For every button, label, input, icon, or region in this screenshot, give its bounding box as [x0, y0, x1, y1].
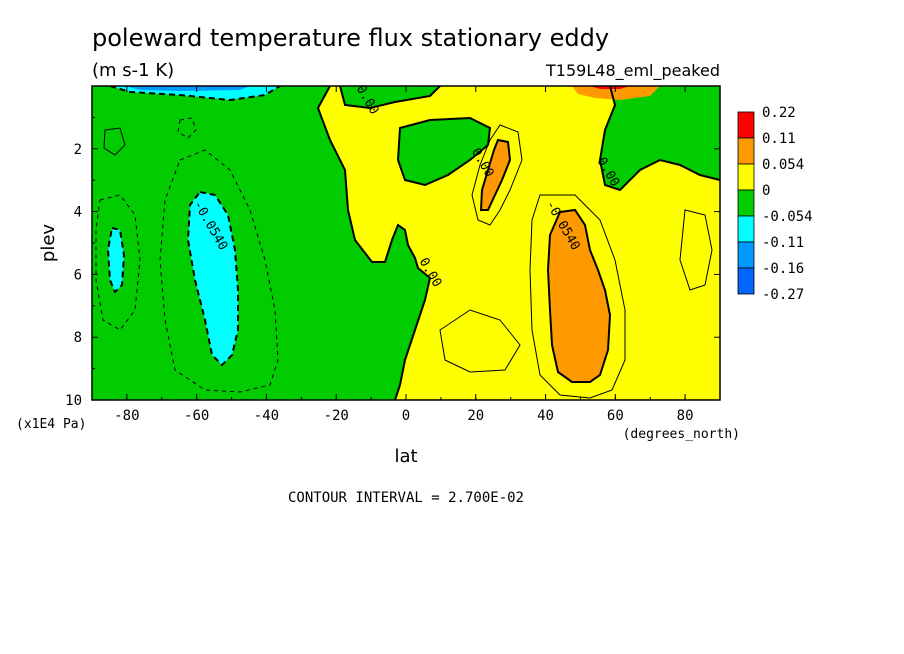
positive-contours	[479, 138, 612, 383]
y-tick-label: 6	[74, 267, 82, 283]
colorbar-swatch	[737, 163, 755, 191]
colorbar-label: 0.054	[762, 157, 804, 173]
colorbar-label: 0.22	[762, 105, 796, 121]
colorbar-label: -0.054	[762, 209, 813, 225]
zero-contours	[316, 86, 720, 400]
colorbar-label: -0.16	[762, 261, 804, 277]
x-axis-label: lat	[394, 446, 417, 467]
negative-contours	[106, 86, 281, 367]
x-tick-label: -20	[324, 408, 349, 424]
x-axis: -80 -60 -40 -20 0 20 40 60 80	[91, 86, 721, 424]
y-tick-label: 4	[74, 205, 82, 221]
region-negative-south	[92, 86, 430, 400]
colorbar-swatch	[737, 189, 755, 217]
x-tick-label: 60	[607, 408, 624, 424]
region-negative-nh-mid	[398, 118, 490, 185]
contour-field	[92, 86, 720, 400]
colorbar-label: -0.11	[762, 235, 804, 251]
region-negative-nh-high	[600, 86, 720, 190]
x-axis-units: (degrees_north)	[623, 427, 740, 442]
contour-interval: CONTOUR INTERVAL = 2.700E-02	[288, 490, 524, 506]
y-tick-label: 2	[74, 142, 82, 158]
colorbar-swatch	[737, 111, 755, 139]
x-tick-label: 40	[537, 408, 554, 424]
region-orange-small	[481, 140, 510, 210]
y-axis-units: (x1E4 Pa)	[16, 417, 86, 432]
colorbar: 0.22 0.11 0.054 0 -0.054 -0.11 -0.16 -0.27	[737, 105, 813, 303]
region-orange-main	[548, 210, 610, 382]
x-tick-label: -60	[184, 408, 209, 424]
x-tick-label: 80	[677, 408, 694, 424]
region-negative-top-mid	[340, 86, 440, 108]
colorbar-swatch	[737, 267, 755, 295]
colorbar-swatch	[737, 241, 755, 269]
thin-negative-contours	[95, 117, 279, 393]
colorbar-label: 0	[762, 183, 770, 199]
colorbar-label: 0.11	[762, 131, 796, 147]
run-label: T159L48_eml_peaked	[545, 61, 720, 81]
x-tick-label: 0	[402, 408, 410, 424]
x-tick-label: 20	[467, 408, 484, 424]
units-label: (m s-1 K)	[92, 60, 174, 81]
y-tick-label: 8	[74, 330, 82, 346]
chart-title: poleward temperature flux stationary edd…	[92, 24, 609, 52]
x-tick-label: -80	[114, 408, 139, 424]
colorbar-swatch	[737, 215, 755, 243]
region-blue-top	[125, 86, 250, 91]
region-cyan-small	[108, 228, 124, 292]
y-axis: 2 4 6 8 10	[65, 116, 720, 409]
region-cyan-main	[188, 192, 238, 365]
colorbar-label: -0.27	[762, 287, 804, 303]
y-tick-label: 10	[65, 393, 82, 409]
colorbar-swatch	[737, 137, 755, 165]
x-tick-label: -40	[254, 408, 279, 424]
region-orange-top	[572, 86, 660, 100]
thin-positive-contours	[103, 124, 713, 399]
y-axis-label: plev	[38, 224, 59, 263]
